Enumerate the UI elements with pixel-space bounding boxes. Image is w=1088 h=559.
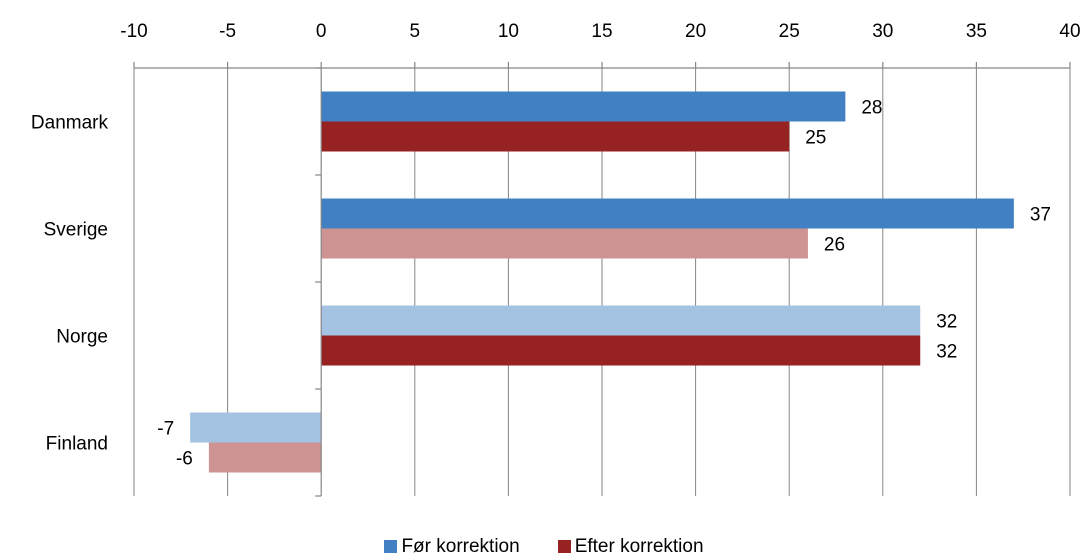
bar-danmark-for-korrektion	[321, 91, 846, 122]
bar-danmark-efter-korrektion	[321, 121, 790, 152]
data-label-finland-for-korrektion: -7	[157, 419, 174, 440]
legend-item-efter-korrektion: Efter korrektion	[557, 535, 704, 558]
bars	[190, 91, 1014, 473]
legend: Før korrektion Efter korrektion	[0, 534, 1088, 559]
data-label-sverige-for-korrektion: 37	[1030, 205, 1051, 226]
bar-norge-efter-korrektion	[321, 335, 921, 366]
data-label-danmark-efter-korrektion: 25	[805, 128, 826, 149]
legend-label-efter-korrektion: Efter korrektion	[574, 535, 704, 557]
category-label-finland: Finland	[46, 434, 108, 455]
bar-norge-for-korrektion	[321, 305, 921, 336]
category-label-danmark: Danmark	[31, 113, 109, 134]
x-tick-label: 15	[591, 21, 612, 42]
data-label-sverige-efter-korrektion: 26	[824, 235, 845, 256]
x-tick-label: 20	[685, 21, 706, 42]
bar-sverige-for-korrektion	[321, 198, 1014, 229]
data-label-finland-efter-korrektion: -6	[176, 449, 193, 470]
category-label-sverige: Sverige	[44, 220, 108, 241]
x-tick-label: 5	[410, 21, 421, 42]
x-tick-label: 0	[316, 21, 327, 42]
x-tick-label: 40	[1059, 21, 1080, 42]
category-label-norge: Norge	[56, 327, 108, 348]
data-label-danmark-for-korrektion: 28	[861, 98, 882, 119]
x-tick-label: -10	[120, 21, 147, 42]
bar-finland-for-korrektion	[190, 412, 322, 443]
legend-item-for-korrektion: Før korrektion	[384, 535, 520, 558]
legend-swatch-efter-korrektion	[557, 540, 571, 553]
bar-sverige-efter-korrektion	[321, 228, 808, 259]
x-tick-label: 10	[498, 21, 519, 42]
x-tick-label: -5	[219, 21, 236, 42]
data-label-norge-efter-korrektion: 32	[936, 342, 957, 363]
legend-label-for-korrektion: Før korrektion	[401, 535, 520, 557]
labels: -10 -5 0 5 10 15 20 25 30 35 40 Danmark 28 25 Sverige 3…	[31, 21, 1081, 470]
x-tick-label: 35	[966, 21, 987, 42]
x-tick-label: 30	[872, 21, 893, 42]
bar-chart: -10 -5 0 5 10 15 20 25 30 35 40 Danmark 28 25 Sverige 3…	[31, 21, 1081, 497]
x-tick-label: 25	[779, 21, 800, 42]
data-label-norge-for-korrektion: 32	[936, 312, 957, 333]
bar-finland-efter-korrektion	[208, 442, 322, 473]
axes	[133, 62, 1071, 497]
legend-swatch-for-korrektion	[384, 540, 398, 553]
